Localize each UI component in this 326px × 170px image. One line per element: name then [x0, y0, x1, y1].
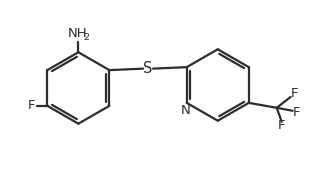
- Text: NH: NH: [67, 27, 87, 40]
- Text: S: S: [143, 61, 153, 76]
- Text: N: N: [181, 104, 191, 117]
- Text: F: F: [28, 99, 35, 112]
- Text: F: F: [278, 119, 286, 132]
- Text: 2: 2: [83, 33, 89, 42]
- Text: F: F: [291, 87, 298, 100]
- Text: F: F: [293, 106, 300, 119]
